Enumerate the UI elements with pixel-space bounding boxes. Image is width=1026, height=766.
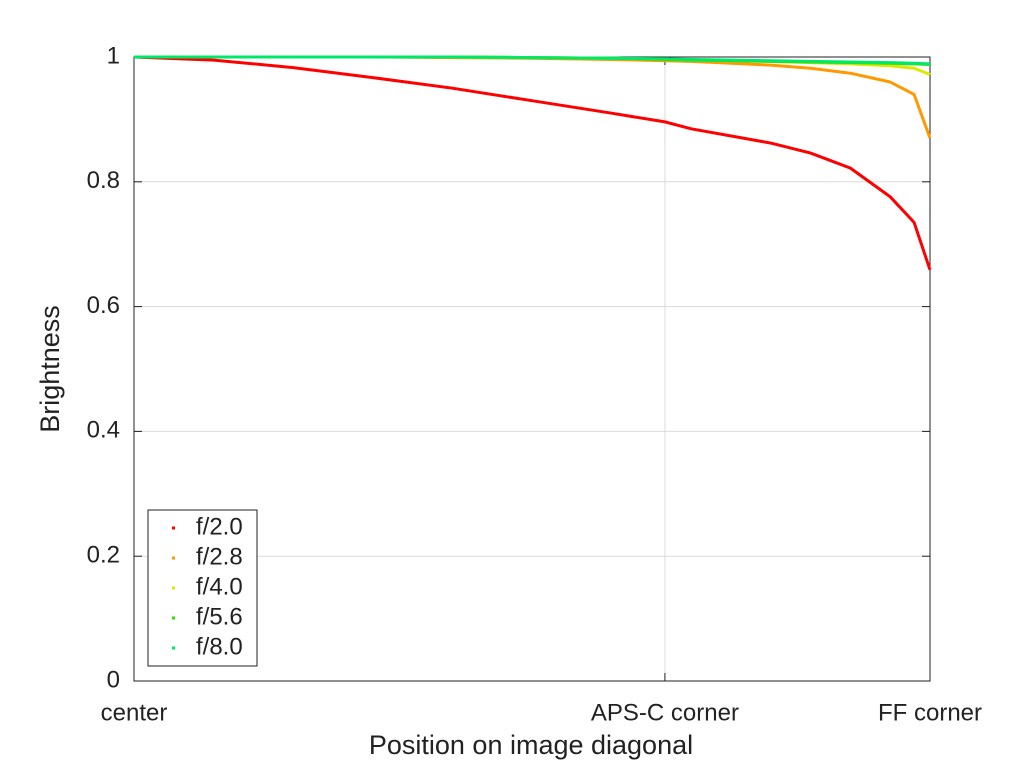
- x-tick-label: center: [101, 699, 168, 726]
- legend-label: f/4.0: [196, 573, 243, 600]
- legend-label: f/5.6: [196, 603, 243, 630]
- y-tick-label: 1: [107, 42, 120, 69]
- x-tick-label: APS-C corner: [591, 699, 739, 726]
- y-tick-label: 0.8: [87, 167, 120, 194]
- legend-swatch: [172, 526, 175, 530]
- series-line: [134, 55, 932, 139]
- legend-label: f/2.0: [196, 513, 243, 540]
- series-line: [133, 55, 932, 271]
- legend-label: f/8.0: [196, 633, 243, 660]
- y-axis-label: Brightness: [35, 305, 65, 433]
- y-tick-label: 0: [107, 666, 120, 693]
- y-tick-label: 0.2: [87, 542, 120, 569]
- legend-swatch: [172, 556, 175, 560]
- legend-swatch: [172, 616, 175, 620]
- legend: f/2.0 f/2.8 f/4.0 f/5.6 f/8.0: [147, 509, 258, 667]
- legend-label: f/2.8: [196, 543, 243, 570]
- x-tick-label: FF corner: [878, 699, 982, 726]
- legend-swatch: [172, 586, 175, 590]
- y-tick-label: 0.6: [87, 292, 120, 319]
- legend-swatch: [172, 646, 175, 650]
- legend-box: [147, 509, 258, 667]
- series-line: [134, 55, 931, 66]
- y-tick-label: 0.4: [87, 417, 120, 444]
- x-axis-label: Position on image diagonal: [369, 730, 693, 760]
